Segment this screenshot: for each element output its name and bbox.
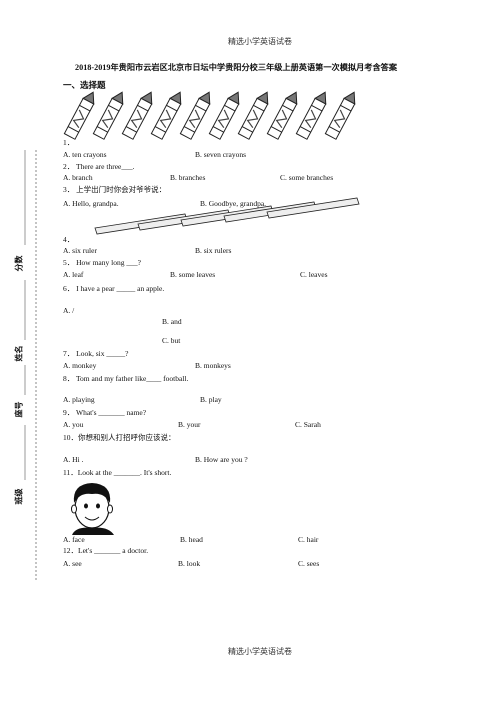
question-stem: 4． [63,235,75,244]
option: B. How are you ? [195,455,248,464]
option: C. hair [298,535,319,544]
side-label: 姓名 [14,345,24,362]
side-label: 座号 [14,401,24,418]
question-stem: 5． How many long ___? [63,258,141,267]
page-header: 精选小学英语试卷 [228,37,292,46]
option: B. six rulers [195,246,232,255]
question-stem: 8． Tom and my father like____ football. [63,374,189,383]
question-stem: 3． 上学出门时你会对爷爷说： [63,185,167,194]
option: A. ten crayons [63,150,107,159]
option: A. / [63,306,75,315]
option: B. Goodbye, grandpa. [200,199,267,208]
option: A. face [63,535,85,544]
question-stem: 12．Let's _______ a doctor. [63,546,149,555]
option: B. branches [170,173,206,182]
section-heading: 一、选择题 [63,80,106,90]
option: B. monkeys [195,361,231,370]
option: A. six ruler [63,246,97,255]
side-label: 分数 [14,255,24,272]
question-stem: 9． What's _______ name? [63,408,147,417]
option: C. leaves [300,270,328,279]
option: A. you [63,420,84,429]
option: C. sees [298,559,320,568]
boy-image [71,483,114,535]
doc-title: 2018-2019年贵阳市云岩区北京市日坛中学贵阳分校三年级上册英语第一次模拟月… [75,63,398,72]
option: A. branch [63,173,93,182]
question-stem: 1． [63,138,75,147]
option: A. monkey [63,361,97,370]
option: B. seven crayons [195,150,247,159]
question-stem: 2． There are three___. [63,162,135,171]
question-stem: 7． Look, six _____? [63,349,129,358]
option: B. head [180,535,203,544]
option: B. play [200,395,222,404]
question-stem: 11．Look at the _______. It's short. [63,468,172,477]
option: C. Sarah [295,420,321,429]
crayons-image [63,91,356,140]
page-footer: 精选小学英语试卷 [228,647,292,656]
option: B. look [178,559,201,568]
option: A. leaf [63,270,84,279]
option: B. your [178,420,201,429]
option: C. but [162,336,181,345]
rulers-image [94,197,360,235]
option: A. playing [63,395,95,404]
option: A. Hi . [63,455,84,464]
option: B. and [162,317,182,326]
option: B. some leaves [170,270,216,279]
side-label: 班级 [14,488,24,505]
question-stem: 10．你想和别人打招呼你应该说： [63,433,176,442]
option: C. some branches [280,173,334,182]
option: A. Hello, grandpa. [63,199,119,208]
option: A. see [63,559,82,568]
question-stem: 6． I have a pear _____ an apple. [63,284,165,293]
